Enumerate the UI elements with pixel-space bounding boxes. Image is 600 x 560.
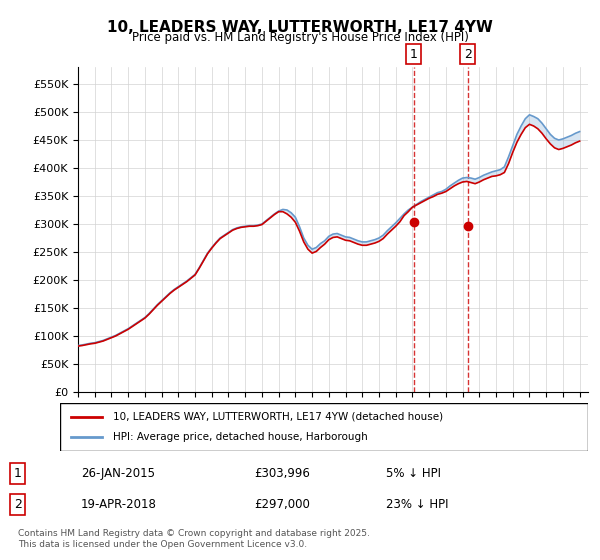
Text: Price paid vs. HM Land Registry's House Price Index (HPI): Price paid vs. HM Land Registry's House …	[131, 31, 469, 44]
Text: 1: 1	[14, 467, 22, 480]
Text: 26-JAN-2015: 26-JAN-2015	[81, 467, 155, 480]
Text: £303,996: £303,996	[254, 467, 310, 480]
Text: 10, LEADERS WAY, LUTTERWORTH, LE17 4YW: 10, LEADERS WAY, LUTTERWORTH, LE17 4YW	[107, 20, 493, 35]
FancyBboxPatch shape	[60, 403, 588, 451]
Text: 2: 2	[14, 498, 22, 511]
Text: 2: 2	[464, 48, 472, 60]
Text: 5% ↓ HPI: 5% ↓ HPI	[386, 467, 442, 480]
Text: 1: 1	[410, 48, 418, 60]
Text: 10, LEADERS WAY, LUTTERWORTH, LE17 4YW (detached house): 10, LEADERS WAY, LUTTERWORTH, LE17 4YW (…	[113, 412, 443, 422]
Text: HPI: Average price, detached house, Harborough: HPI: Average price, detached house, Harb…	[113, 432, 368, 442]
Text: £297,000: £297,000	[254, 498, 310, 511]
Text: Contains HM Land Registry data © Crown copyright and database right 2025.
This d: Contains HM Land Registry data © Crown c…	[18, 529, 370, 549]
Text: 23% ↓ HPI: 23% ↓ HPI	[386, 498, 449, 511]
Text: 19-APR-2018: 19-APR-2018	[81, 498, 157, 511]
